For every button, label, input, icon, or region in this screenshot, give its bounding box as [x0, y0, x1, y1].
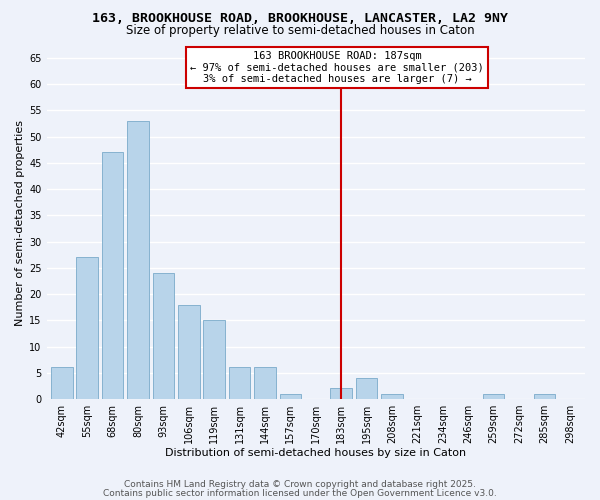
Bar — [356, 378, 377, 399]
Bar — [178, 304, 200, 399]
Text: Contains HM Land Registry data © Crown copyright and database right 2025.: Contains HM Land Registry data © Crown c… — [124, 480, 476, 489]
Y-axis label: Number of semi-detached properties: Number of semi-detached properties — [15, 120, 25, 326]
Bar — [280, 394, 301, 399]
Bar — [533, 394, 555, 399]
Bar — [102, 152, 124, 399]
Bar — [76, 258, 98, 399]
Bar — [229, 368, 250, 399]
Bar — [51, 368, 73, 399]
Text: 163, BROOKHOUSE ROAD, BROOKHOUSE, LANCASTER, LA2 9NY: 163, BROOKHOUSE ROAD, BROOKHOUSE, LANCAS… — [92, 12, 508, 26]
Bar — [152, 273, 174, 399]
Bar — [203, 320, 225, 399]
Bar — [381, 394, 403, 399]
Bar — [483, 394, 505, 399]
Bar — [254, 368, 276, 399]
Bar — [127, 121, 149, 399]
Text: 163 BROOKHOUSE ROAD: 187sqm
← 97% of semi-detached houses are smaller (203)
3% o: 163 BROOKHOUSE ROAD: 187sqm ← 97% of sem… — [190, 51, 484, 84]
X-axis label: Distribution of semi-detached houses by size in Caton: Distribution of semi-detached houses by … — [165, 448, 466, 458]
Text: Contains public sector information licensed under the Open Government Licence v3: Contains public sector information licen… — [103, 489, 497, 498]
Text: Size of property relative to semi-detached houses in Caton: Size of property relative to semi-detach… — [125, 24, 475, 37]
Bar — [331, 388, 352, 399]
